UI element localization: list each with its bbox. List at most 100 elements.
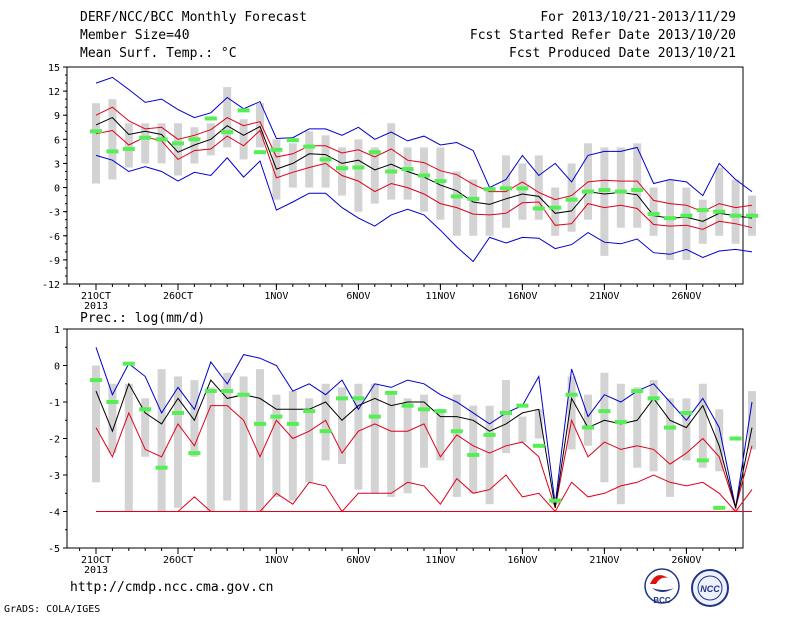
temp-ytick-label: 15 — [48, 63, 60, 74]
temp-range-box — [141, 123, 150, 164]
temp-range-box — [534, 155, 543, 220]
header-right: For 2013/10/21-2013/11/29 Fcst Started R… — [470, 9, 736, 63]
temp-obs-marker — [106, 149, 119, 154]
temp-range-box — [649, 187, 658, 236]
prec-obs-marker — [139, 407, 152, 412]
prec-xtick-label: 16NOV — [507, 555, 537, 566]
prec-obs-marker — [172, 410, 184, 415]
prec-obs-marker — [90, 378, 102, 383]
ncc-logo-text: NCC — [700, 584, 720, 594]
prec-obs-marker — [336, 396, 348, 401]
temp-obs-marker — [434, 179, 447, 184]
temp-range-box — [157, 123, 166, 164]
temp-xtick-label: 6NOV — [346, 291, 370, 302]
prec-range-box — [387, 394, 396, 497]
prec-ytick-label: -5 — [48, 544, 60, 555]
prec-obs-marker — [319, 429, 332, 434]
temp-range-box — [469, 179, 478, 236]
temp-obs-marker — [746, 213, 758, 218]
prec-max-line — [95, 347, 753, 509]
prec-range-box — [649, 380, 658, 472]
prec-xtick-label: 6NOV — [346, 555, 370, 566]
temp-obs-marker — [368, 150, 381, 155]
prec-ytick-label: 0 — [54, 362, 60, 373]
prec-obs-marker — [532, 443, 545, 448]
chart-title: DERF/NCC/BCC Monthly Forecast — [80, 10, 307, 25]
prec-obs-marker — [598, 409, 611, 414]
prec-range-box — [141, 398, 150, 457]
temp-xtick-label: 11NOV — [425, 291, 455, 302]
temp-range-box — [715, 167, 724, 236]
temp-obs-marker — [303, 144, 316, 149]
temp-range-box — [92, 103, 100, 184]
prec-xtick-label: 26NOV — [671, 555, 701, 566]
prec-range-box — [534, 409, 543, 439]
temp-ytick-label: -3 — [48, 208, 60, 219]
temp-obs-marker — [172, 141, 184, 146]
prec-range-box — [502, 380, 510, 454]
prec-obs-marker — [713, 505, 726, 510]
temp-xtick-label: 16NOV — [507, 291, 537, 302]
prec-range-box — [436, 409, 445, 461]
prec-range-box — [272, 394, 281, 497]
prec-range-box — [305, 398, 314, 483]
prec-obs-marker — [664, 425, 676, 430]
temp-xtick-label: 21OCT — [81, 291, 111, 302]
prec-range-box — [190, 380, 199, 457]
member-size: Member Size=40 — [80, 28, 190, 43]
temp-range-box — [682, 187, 691, 260]
temp-obs-marker — [286, 138, 299, 143]
prec-range-box — [748, 391, 756, 450]
temp-ytick-label: 9 — [54, 111, 60, 122]
temp-ytick-label: -12 — [42, 280, 60, 291]
prec-obs-marker — [647, 396, 660, 401]
prec-obs-marker — [582, 425, 594, 430]
temp-range-box — [452, 171, 461, 236]
temp-obs-marker — [647, 212, 660, 217]
prec-range-box — [403, 398, 412, 494]
prec-range-box — [420, 394, 428, 468]
temp-range-box — [354, 139, 363, 212]
prec-obs-marker — [434, 409, 447, 414]
temp-range-box — [551, 187, 560, 236]
prec-range-box — [469, 405, 478, 494]
prec-obs-marker — [418, 407, 430, 412]
temp-range-box — [420, 147, 428, 212]
temp-obs-marker — [336, 166, 348, 171]
prec-obs-marker — [188, 451, 201, 456]
prec-obs-marker — [729, 436, 742, 441]
prec-obs-marker — [122, 361, 135, 366]
prec-obs-marker — [237, 392, 250, 397]
prec-range-box — [288, 391, 297, 501]
forecast-period: For 2013/10/21-2013/11/29 — [540, 10, 736, 25]
prec-obs-marker — [270, 414, 283, 419]
prec-p25-line — [95, 405, 753, 510]
prec-range-box — [124, 383, 133, 512]
temp-xtick-year: 2013 — [84, 301, 108, 312]
prec-obs-marker — [565, 392, 578, 397]
temp-obs-marker — [664, 216, 676, 221]
header-left: DERF/NCC/BCC Monthly Forecast Member Siz… — [80, 9, 307, 63]
temp-obs-marker — [696, 208, 709, 213]
temp-range-box — [370, 147, 379, 204]
prec-range-box — [206, 387, 215, 512]
bcc-logo: BCC — [644, 568, 680, 605]
prec-range-box — [256, 369, 264, 512]
prec-obs-marker — [467, 452, 480, 457]
temp-ytick-label: -6 — [48, 232, 60, 243]
source-url[interactable]: http://cmdp.ncc.cma.gov.cn — [70, 580, 274, 595]
prec-obs-marker — [696, 458, 709, 463]
temp-range-box — [403, 147, 412, 200]
prec-obs-marker — [204, 389, 217, 394]
prec-obs-marker — [401, 403, 414, 408]
forecast-produced-date: Fcst Produced Date 2013/10/21 — [509, 46, 736, 61]
temp-range-box — [518, 163, 527, 220]
temp-obs-marker — [680, 213, 693, 218]
temp-obs-marker — [483, 187, 496, 192]
prec-mean-line — [95, 379, 753, 509]
prec-xtick-label: 21OCT — [81, 555, 111, 566]
temp-obs-marker — [582, 189, 594, 194]
temp-range-box — [108, 99, 117, 180]
ncc-logo: NCC — [691, 569, 729, 607]
variable-label: Mean Surf. Temp.: °C — [80, 46, 237, 61]
